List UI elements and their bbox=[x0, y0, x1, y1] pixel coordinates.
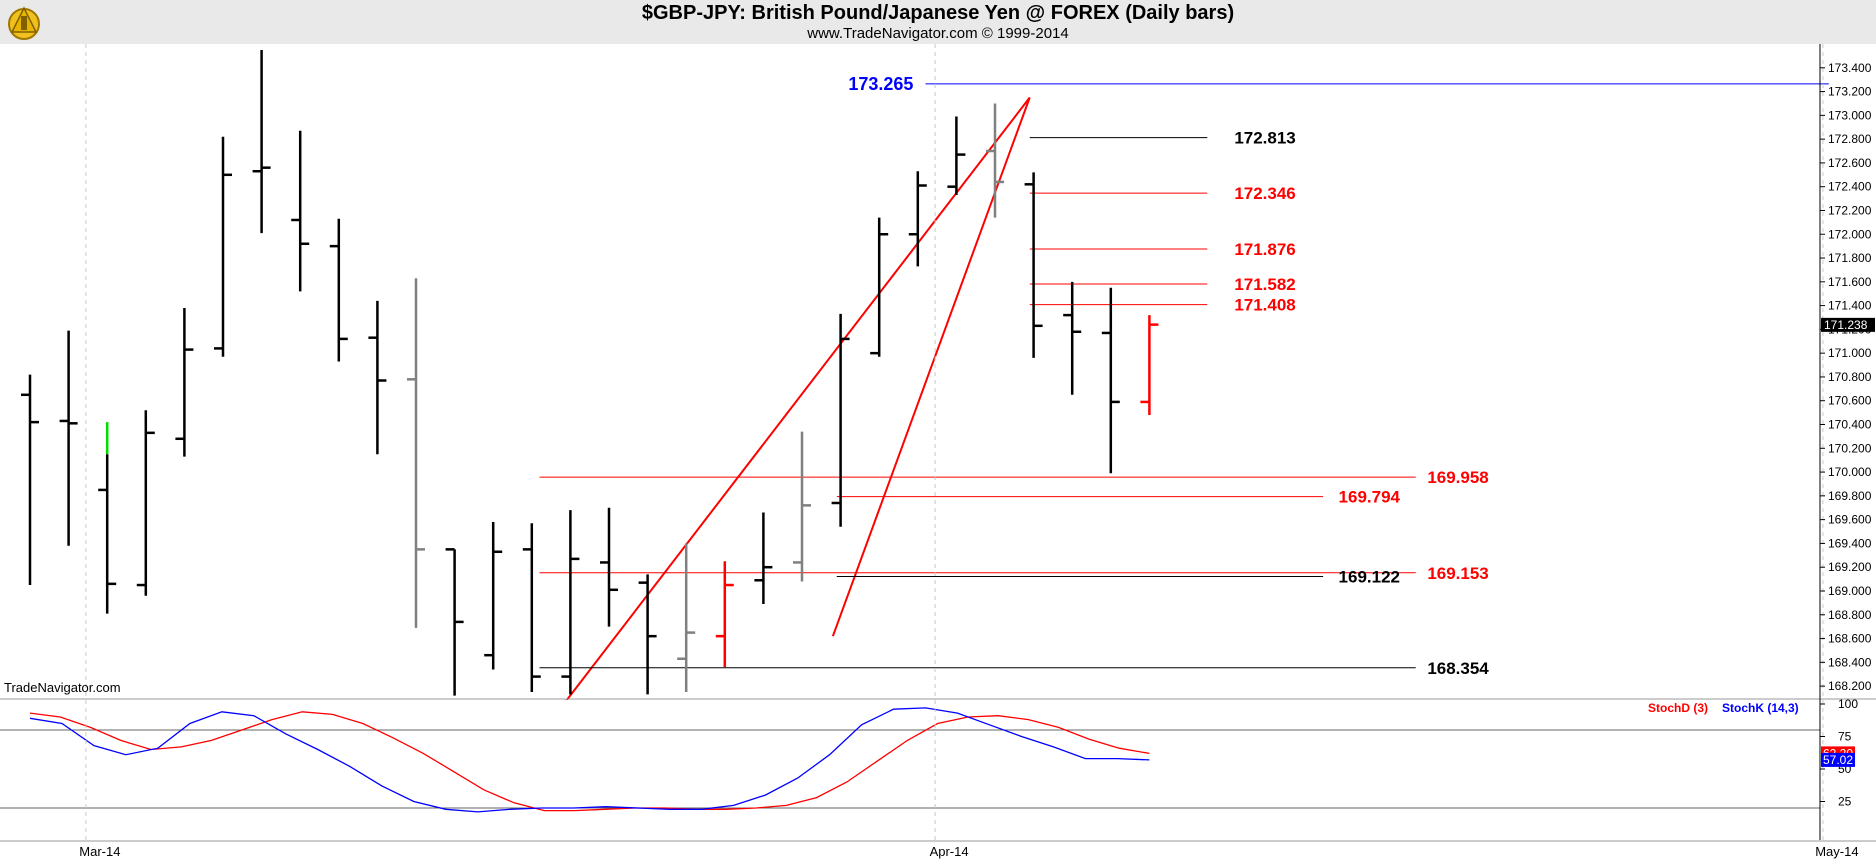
ohlc-bar bbox=[175, 307, 194, 457]
ohlc-bar bbox=[1140, 315, 1159, 415]
y-tick-label: 172.400 bbox=[1828, 180, 1872, 194]
watermark-text: TradeNavigator.com bbox=[4, 680, 121, 695]
price-background bbox=[0, 44, 1876, 698]
ohlc-bar bbox=[368, 300, 387, 455]
y-tick-label: 171.000 bbox=[1828, 346, 1872, 360]
y-tick-label: 172.200 bbox=[1828, 203, 1872, 217]
y-tick-label: 170.800 bbox=[1828, 370, 1872, 384]
tradenavigator-logo-icon bbox=[8, 6, 40, 40]
chart-area: 172.813 172.346 171.876 171.582 171.408 169.9… bbox=[0, 44, 1876, 859]
price-panel: 172.813 172.346 171.876 171.582 171.408 169.9… bbox=[0, 44, 1876, 701]
ohlc-bar bbox=[136, 410, 155, 596]
y-tick-label: 169.800 bbox=[1828, 489, 1872, 503]
ohlc-bar bbox=[870, 217, 889, 357]
ohlc-bar bbox=[831, 313, 850, 527]
ohlc-bar bbox=[1024, 172, 1043, 358]
stoch-y-tick-label: 25 bbox=[1838, 795, 1852, 809]
ohlc-bar bbox=[522, 523, 541, 693]
x-tick-label: May-14 bbox=[1815, 844, 1858, 859]
y-tick-label: 173.200 bbox=[1828, 85, 1872, 99]
stochd-line bbox=[29, 711, 1150, 812]
stochk-line bbox=[29, 707, 1150, 813]
stoch-y-tick-label: 75 bbox=[1838, 730, 1852, 744]
ohlc-bar bbox=[986, 103, 1004, 218]
last-price-badge bbox=[1821, 317, 1875, 332]
ohlc-bar bbox=[445, 548, 464, 696]
last-price-label: 171.238 bbox=[1824, 318, 1868, 332]
ohlc-bar bbox=[252, 49, 271, 234]
ohlc-bar bbox=[561, 510, 580, 695]
y-tick-label: 171.800 bbox=[1828, 251, 1872, 265]
ohlc-bar bbox=[677, 543, 696, 693]
ohlc-bar bbox=[908, 171, 927, 267]
level-label: 171.582 bbox=[1234, 275, 1295, 294]
y-tick-label: 170.400 bbox=[1828, 418, 1872, 432]
ohlc-bar bbox=[1101, 287, 1120, 474]
y-tick-label: 171.400 bbox=[1828, 299, 1872, 313]
trendline bbox=[831, 97, 1031, 637]
y-tick-label: 169.400 bbox=[1828, 536, 1872, 550]
stoch-y-tick-label: 100 bbox=[1838, 697, 1858, 711]
ohlc-bar bbox=[600, 507, 618, 627]
ohlc-bar bbox=[291, 130, 310, 292]
level-label: 169.794 bbox=[1339, 488, 1401, 507]
level-label: 168.354 bbox=[1427, 659, 1489, 678]
chart-header: $GBP-JPY: British Pound/Japanese Yen @ F… bbox=[0, 0, 1876, 44]
level-label: 169.153 bbox=[1427, 564, 1488, 583]
y-tick-label: 169.200 bbox=[1828, 560, 1872, 574]
y-tick-label: 173.400 bbox=[1828, 61, 1872, 75]
ohlc-bar bbox=[214, 136, 232, 357]
y-tick-label: 168.800 bbox=[1828, 608, 1872, 622]
ohlc-bar bbox=[715, 561, 734, 668]
top-level-label: 173.265 bbox=[848, 74, 913, 94]
ohlc-bar bbox=[329, 218, 348, 362]
ohlc-bar bbox=[98, 422, 117, 614]
stochd-legend: StochD (3) bbox=[1648, 701, 1708, 715]
stochk-badge bbox=[1821, 752, 1855, 767]
y-tick-label: 170.200 bbox=[1828, 441, 1872, 455]
y-tick-label: 172.800 bbox=[1828, 132, 1872, 146]
ohlc-bar bbox=[1063, 281, 1082, 395]
ohlc-bar bbox=[21, 374, 39, 586]
level-label: 169.122 bbox=[1339, 567, 1400, 586]
ohlc-bar bbox=[793, 431, 811, 582]
y-tick-label: 172.000 bbox=[1828, 227, 1872, 241]
ohlc-bar bbox=[59, 330, 78, 546]
y-tick-label: 171.600 bbox=[1828, 275, 1872, 289]
level-label: 172.813 bbox=[1234, 129, 1295, 148]
stoch-background bbox=[0, 700, 1876, 840]
ohlc-bar bbox=[638, 574, 657, 695]
trendline bbox=[565, 96, 1031, 701]
x-tick-label: Mar-14 bbox=[79, 844, 120, 859]
y-tick-label: 172.600 bbox=[1828, 156, 1872, 170]
y-tick-label: 170.000 bbox=[1828, 465, 1872, 479]
y-tick-label: 168.200 bbox=[1828, 679, 1872, 693]
ohlc-bar bbox=[947, 116, 966, 196]
level-label: 169.958 bbox=[1427, 468, 1488, 487]
y-tick-label: 173.000 bbox=[1828, 108, 1872, 122]
stochastic-panel: StochD (3) StochK (14,3) bbox=[0, 700, 1876, 840]
stochk-value-label: 57.02 bbox=[1823, 753, 1853, 767]
level-label: 171.876 bbox=[1234, 240, 1295, 259]
axes: Mar-14 Apr-14 May-14168.200168.400168.6001… bbox=[0, 44, 1876, 859]
ohlc-bar bbox=[484, 522, 503, 670]
y-tick-label: 168.600 bbox=[1828, 632, 1872, 646]
level-label: 171.408 bbox=[1234, 296, 1295, 315]
ohlc-bar bbox=[407, 278, 425, 628]
y-tick-label: 169.000 bbox=[1828, 584, 1872, 598]
y-tick-label: 168.400 bbox=[1828, 655, 1872, 669]
chart-title: $GBP-JPY: British Pound/Japanese Yen @ F… bbox=[641, 2, 1235, 24]
stochk-legend: StochK (14,3) bbox=[1722, 701, 1799, 715]
chart-subtitle: www.TradeNavigator.com © 1999-2014 bbox=[807, 25, 1069, 42]
y-tick-label: 170.600 bbox=[1828, 394, 1872, 408]
ohlc-bar bbox=[754, 512, 773, 605]
level-label: 172.346 bbox=[1234, 184, 1295, 203]
x-tick-label: Apr-14 bbox=[930, 844, 969, 859]
y-tick-label: 169.600 bbox=[1828, 513, 1872, 527]
